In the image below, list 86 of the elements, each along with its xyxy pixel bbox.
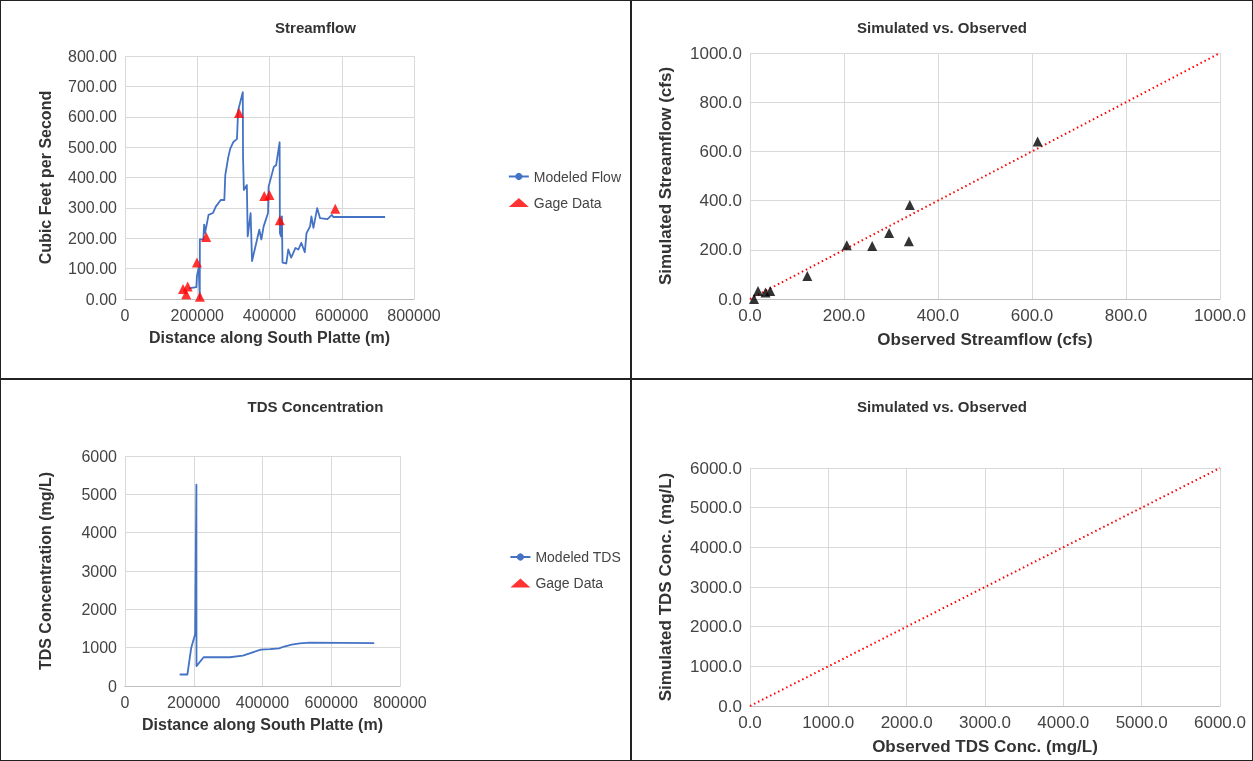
point bbox=[867, 241, 878, 252]
y-tick-label: 800.0 bbox=[699, 92, 742, 112]
x-tick-label: 3000.0 bbox=[959, 713, 1011, 732]
x-tick-label: 800000 bbox=[373, 693, 427, 711]
y-axis-title: Cubic Feet per Second bbox=[36, 90, 54, 265]
point bbox=[201, 232, 212, 243]
chart-title: Simulated vs. Observed bbox=[856, 398, 1028, 415]
legend-label: Modeled TDS bbox=[535, 549, 621, 565]
y-tick-label: 300.00 bbox=[68, 199, 118, 217]
y-axis-title: TDS Concentration (mg/L) bbox=[36, 471, 54, 671]
point bbox=[802, 270, 813, 281]
x-tick-label: 400.0 bbox=[916, 306, 960, 325]
x-tick-label: 6000.0 bbox=[1194, 713, 1246, 732]
x-axis-title: Observed TDS Conc. (mg/L) bbox=[872, 737, 1098, 756]
x-axis-title: Distance along South Platte (m) bbox=[149, 328, 390, 346]
x-tick-label: 200.0 bbox=[822, 306, 866, 325]
x-tick-label: 600000 bbox=[304, 693, 359, 711]
x-tick-label: 4000.0 bbox=[1037, 713, 1090, 732]
chart-title: TDS Concentration bbox=[247, 398, 384, 415]
y-tick-label: 2000 bbox=[81, 600, 118, 618]
point bbox=[903, 236, 914, 247]
y-tick-label: 5000.0 bbox=[690, 498, 742, 518]
y-tick-label: 100.00 bbox=[68, 260, 118, 278]
x-tick-label: 600.0 bbox=[1010, 306, 1054, 325]
point bbox=[191, 257, 202, 268]
point bbox=[194, 291, 205, 302]
x-tick-label: 1000.0 bbox=[802, 713, 855, 732]
y-axis-title: Simulated Streamflow (cfs) bbox=[656, 66, 675, 286]
point bbox=[765, 285, 776, 296]
y-tick-label: 6000 bbox=[81, 447, 118, 465]
y-tick-label: 200.00 bbox=[68, 229, 118, 247]
x-tick-label: 1000.0 bbox=[1194, 306, 1246, 325]
x-tick-label: 2000.0 bbox=[880, 713, 933, 732]
y-tick-label: 400.00 bbox=[68, 169, 118, 186]
x-tick-label: 400000 bbox=[242, 306, 297, 324]
y-tick-label: 2000.0 bbox=[690, 617, 742, 637]
point bbox=[330, 203, 341, 214]
point bbox=[752, 285, 763, 296]
y-tick-label: 1000 bbox=[81, 639, 118, 657]
y-tick-label: 600.00 bbox=[68, 108, 118, 126]
x-tick-label: 400000 bbox=[235, 693, 290, 711]
x-axis-title: Distance along South Platte (m) bbox=[142, 715, 383, 733]
y-tick-label: 4000.0 bbox=[690, 537, 742, 557]
y-tick-label: 200.0 bbox=[699, 240, 742, 260]
y-tick-label: 3000 bbox=[81, 562, 118, 580]
y-tick-label: 600.0 bbox=[699, 141, 742, 161]
y-tick-label: 1000.0 bbox=[690, 43, 742, 63]
point bbox=[274, 215, 285, 226]
x-tick-label: 800000 bbox=[387, 306, 441, 324]
point bbox=[1032, 136, 1043, 147]
y-tick-label: 3000.0 bbox=[690, 577, 742, 597]
point bbox=[841, 240, 852, 251]
x-tick-label: 800.0 bbox=[1104, 306, 1148, 325]
y-tick-label: 5000 bbox=[81, 485, 118, 503]
y-axis-title: Simulated TDS Conc. (mg/L) bbox=[656, 472, 675, 702]
legend-label: Gage Data bbox=[535, 575, 604, 591]
x-tick-label: 200000 bbox=[167, 693, 221, 711]
x-tick-label: 0 bbox=[120, 693, 130, 711]
chart-title: Simulated vs. Observed bbox=[856, 19, 1028, 36]
y-tick-label: 6000.0 bbox=[690, 458, 742, 478]
point bbox=[904, 200, 915, 211]
chart-title: Streamflow bbox=[275, 19, 357, 36]
legend-label: Modeled Flow bbox=[533, 168, 622, 185]
point bbox=[884, 228, 895, 239]
x-tick-label: 0.0 bbox=[738, 713, 762, 732]
y-tick-label: 0.00 bbox=[85, 290, 118, 308]
legend-label: Gage Data bbox=[533, 194, 602, 211]
y-tick-label: 800.00 bbox=[68, 47, 118, 65]
y-tick-label: 500.00 bbox=[68, 138, 118, 156]
point bbox=[182, 281, 193, 292]
x-tick-label: 200000 bbox=[170, 306, 225, 324]
x-tick-label: 5000.0 bbox=[1115, 713, 1168, 732]
y-tick-label: 1000.0 bbox=[690, 656, 742, 676]
point bbox=[264, 190, 275, 201]
y-tick-label: 0 bbox=[108, 677, 118, 695]
x-tick-label: 0.0 bbox=[738, 306, 762, 325]
y-tick-label: 4000 bbox=[81, 524, 118, 542]
point bbox=[234, 108, 245, 119]
y-tick-label: 400.0 bbox=[699, 191, 742, 211]
x-tick-label: 0 bbox=[120, 306, 130, 324]
y-tick-label: 0.0 bbox=[718, 289, 742, 309]
x-tick-label: 600000 bbox=[315, 306, 369, 324]
x-axis-title: Observed Streamflow (cfs) bbox=[877, 330, 1093, 349]
y-tick-label: 700.00 bbox=[68, 77, 118, 95]
line-series bbox=[178, 483, 376, 676]
point bbox=[749, 294, 759, 304]
